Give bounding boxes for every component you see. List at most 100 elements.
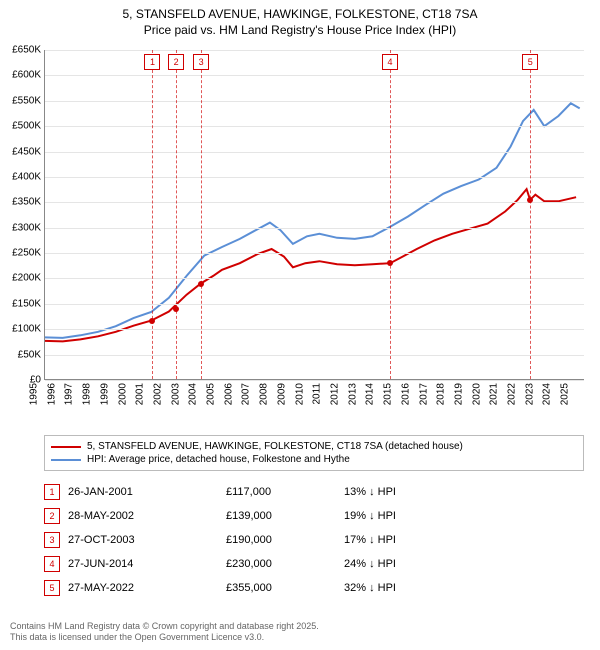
x-axis-label: 2023 xyxy=(524,383,535,405)
legend-swatch-red xyxy=(51,446,81,448)
x-axis-label: 2007 xyxy=(241,383,252,405)
x-axis-label: 2001 xyxy=(135,383,146,405)
row-date: 27-JUN-2014 xyxy=(68,558,218,570)
x-axis-label: 1998 xyxy=(81,383,92,405)
table-row: 4 27-JUN-2014 £230,000 24% ↓ HPI xyxy=(44,552,584,576)
sales-table: 1 26-JAN-2001 £117,000 13% ↓ HPI 2 28-MAY-200… xyxy=(44,480,584,600)
y-axis-label: £300K xyxy=(12,222,41,233)
gridline xyxy=(45,304,584,305)
x-axis-label: 2022 xyxy=(506,383,517,405)
y-axis-label: £450K xyxy=(12,146,41,157)
title-line-2: Price paid vs. HM Land Registry's House … xyxy=(0,22,600,38)
x-axis-label: 2014 xyxy=(365,383,376,405)
marker-dot xyxy=(198,281,204,287)
marker-dot xyxy=(149,318,155,324)
x-axis-label: 2012 xyxy=(329,383,340,405)
y-axis-label: £400K xyxy=(12,171,41,182)
gridline xyxy=(45,101,584,102)
y-axis-label: £200K xyxy=(12,273,41,284)
footer-line-1: Contains HM Land Registry data © Crown c… xyxy=(10,621,590,633)
legend-row-blue: HPI: Average price, detached house, Folk… xyxy=(51,453,577,466)
row-pct: 13% ↓ HPI xyxy=(344,486,454,498)
x-axis-label: 2011 xyxy=(312,383,323,405)
x-axis-label: 2019 xyxy=(453,383,464,405)
chart-title: 5, STANSFELD AVENUE, HAWKINGE, FOLKESTON… xyxy=(0,0,600,38)
row-marker-box: 1 xyxy=(44,484,60,500)
gridline xyxy=(45,50,584,51)
row-pct: 32% ↓ HPI xyxy=(344,582,454,594)
legend-label-red: 5, STANSFELD AVENUE, HAWKINGE, FOLKESTON… xyxy=(87,441,463,452)
y-axis-label: £350K xyxy=(12,197,41,208)
gridline xyxy=(45,228,584,229)
y-axis-label: £550K xyxy=(12,95,41,106)
y-axis-label: £100K xyxy=(12,324,41,335)
x-axis-label: 2005 xyxy=(205,383,216,405)
row-marker-box: 5 xyxy=(44,580,60,596)
row-price: £230,000 xyxy=(226,558,336,570)
footer: Contains HM Land Registry data © Crown c… xyxy=(10,621,590,644)
footer-line-2: This data is licensed under the Open Gov… xyxy=(10,632,590,644)
table-row: 228-MAY-2002£139,00019% ↓ HPI xyxy=(44,504,584,528)
x-axis-label: 2013 xyxy=(347,383,358,405)
y-axis-label: £50K xyxy=(18,349,41,360)
gridline xyxy=(45,355,584,356)
y-axis-label: £250K xyxy=(12,248,41,259)
marker-line xyxy=(176,50,177,379)
row-pct: 24% ↓ HPI xyxy=(344,558,454,570)
row-marker-box: 3 xyxy=(44,532,60,548)
x-axis-label: 2015 xyxy=(382,383,393,405)
marker-line xyxy=(390,50,391,379)
row-price: £117,000 xyxy=(226,486,336,498)
series-line xyxy=(45,103,580,338)
marker-box: 1 xyxy=(144,54,160,70)
chart-container: 5, STANSFELD AVENUE, HAWKINGE, FOLKESTON… xyxy=(0,0,600,650)
legend-label-blue: HPI: Average price, detached house, Folk… xyxy=(87,454,350,465)
legend: 5, STANSFELD AVENUE, HAWKINGE, FOLKESTON… xyxy=(44,435,584,471)
plot-region: £0£50K£100K£150K£200K£250K£300K£350K£400… xyxy=(44,50,584,380)
row-date: 26-JAN-2001 xyxy=(68,486,218,498)
row-pct: 19% ↓ HPI xyxy=(344,510,454,522)
x-axis-label: 2018 xyxy=(436,383,447,405)
y-axis-label: £600K xyxy=(12,70,41,81)
x-axis-label: 2025 xyxy=(560,383,571,405)
x-axis-label: 2016 xyxy=(400,383,411,405)
series-line xyxy=(45,189,576,341)
marker-line xyxy=(530,50,531,379)
row-pct: 17% ↓ HPI xyxy=(344,534,454,546)
legend-swatch-blue xyxy=(51,459,81,461)
marker-line xyxy=(201,50,202,379)
x-axis-label: 2004 xyxy=(188,383,199,405)
x-axis-label: 2017 xyxy=(418,383,429,405)
gridline xyxy=(45,177,584,178)
gridline xyxy=(45,152,584,153)
x-axis-label: 2006 xyxy=(223,383,234,405)
table-row: 1 26-JAN-2001 £117,000 13% ↓ HPI xyxy=(44,480,584,504)
marker-line xyxy=(152,50,153,379)
marker-box: 3 xyxy=(193,54,209,70)
x-axis-label: 2009 xyxy=(276,383,287,405)
y-axis-label: £150K xyxy=(12,298,41,309)
gridline xyxy=(45,329,584,330)
x-axis-label: 2024 xyxy=(542,383,553,405)
row-marker-box: 2 xyxy=(44,508,60,524)
y-axis-label: £650K xyxy=(12,45,41,56)
line-svg xyxy=(45,50,585,380)
row-price: £190,000 xyxy=(226,534,336,546)
x-axis-label: 1995 xyxy=(28,383,39,405)
marker-dot xyxy=(387,260,393,266)
row-date: 27-OCT-2003 xyxy=(68,534,218,546)
marker-box: 2 xyxy=(168,54,184,70)
x-axis-label: 1997 xyxy=(64,383,75,405)
row-date: 27-MAY-2022 xyxy=(68,582,218,594)
row-date: 28-MAY-2002 xyxy=(68,510,218,522)
x-axis-label: 2000 xyxy=(117,383,128,405)
y-axis-label: £500K xyxy=(12,121,41,132)
gridline xyxy=(45,202,584,203)
marker-dot xyxy=(173,306,179,312)
x-axis-label: 2008 xyxy=(259,383,270,405)
row-marker-box: 4 xyxy=(44,556,60,572)
row-price: £355,000 xyxy=(226,582,336,594)
marker-box: 4 xyxy=(382,54,398,70)
gridline xyxy=(45,126,584,127)
table-row: 5 27-MAY-2022 £355,000 32% ↓ HPI xyxy=(44,576,584,600)
